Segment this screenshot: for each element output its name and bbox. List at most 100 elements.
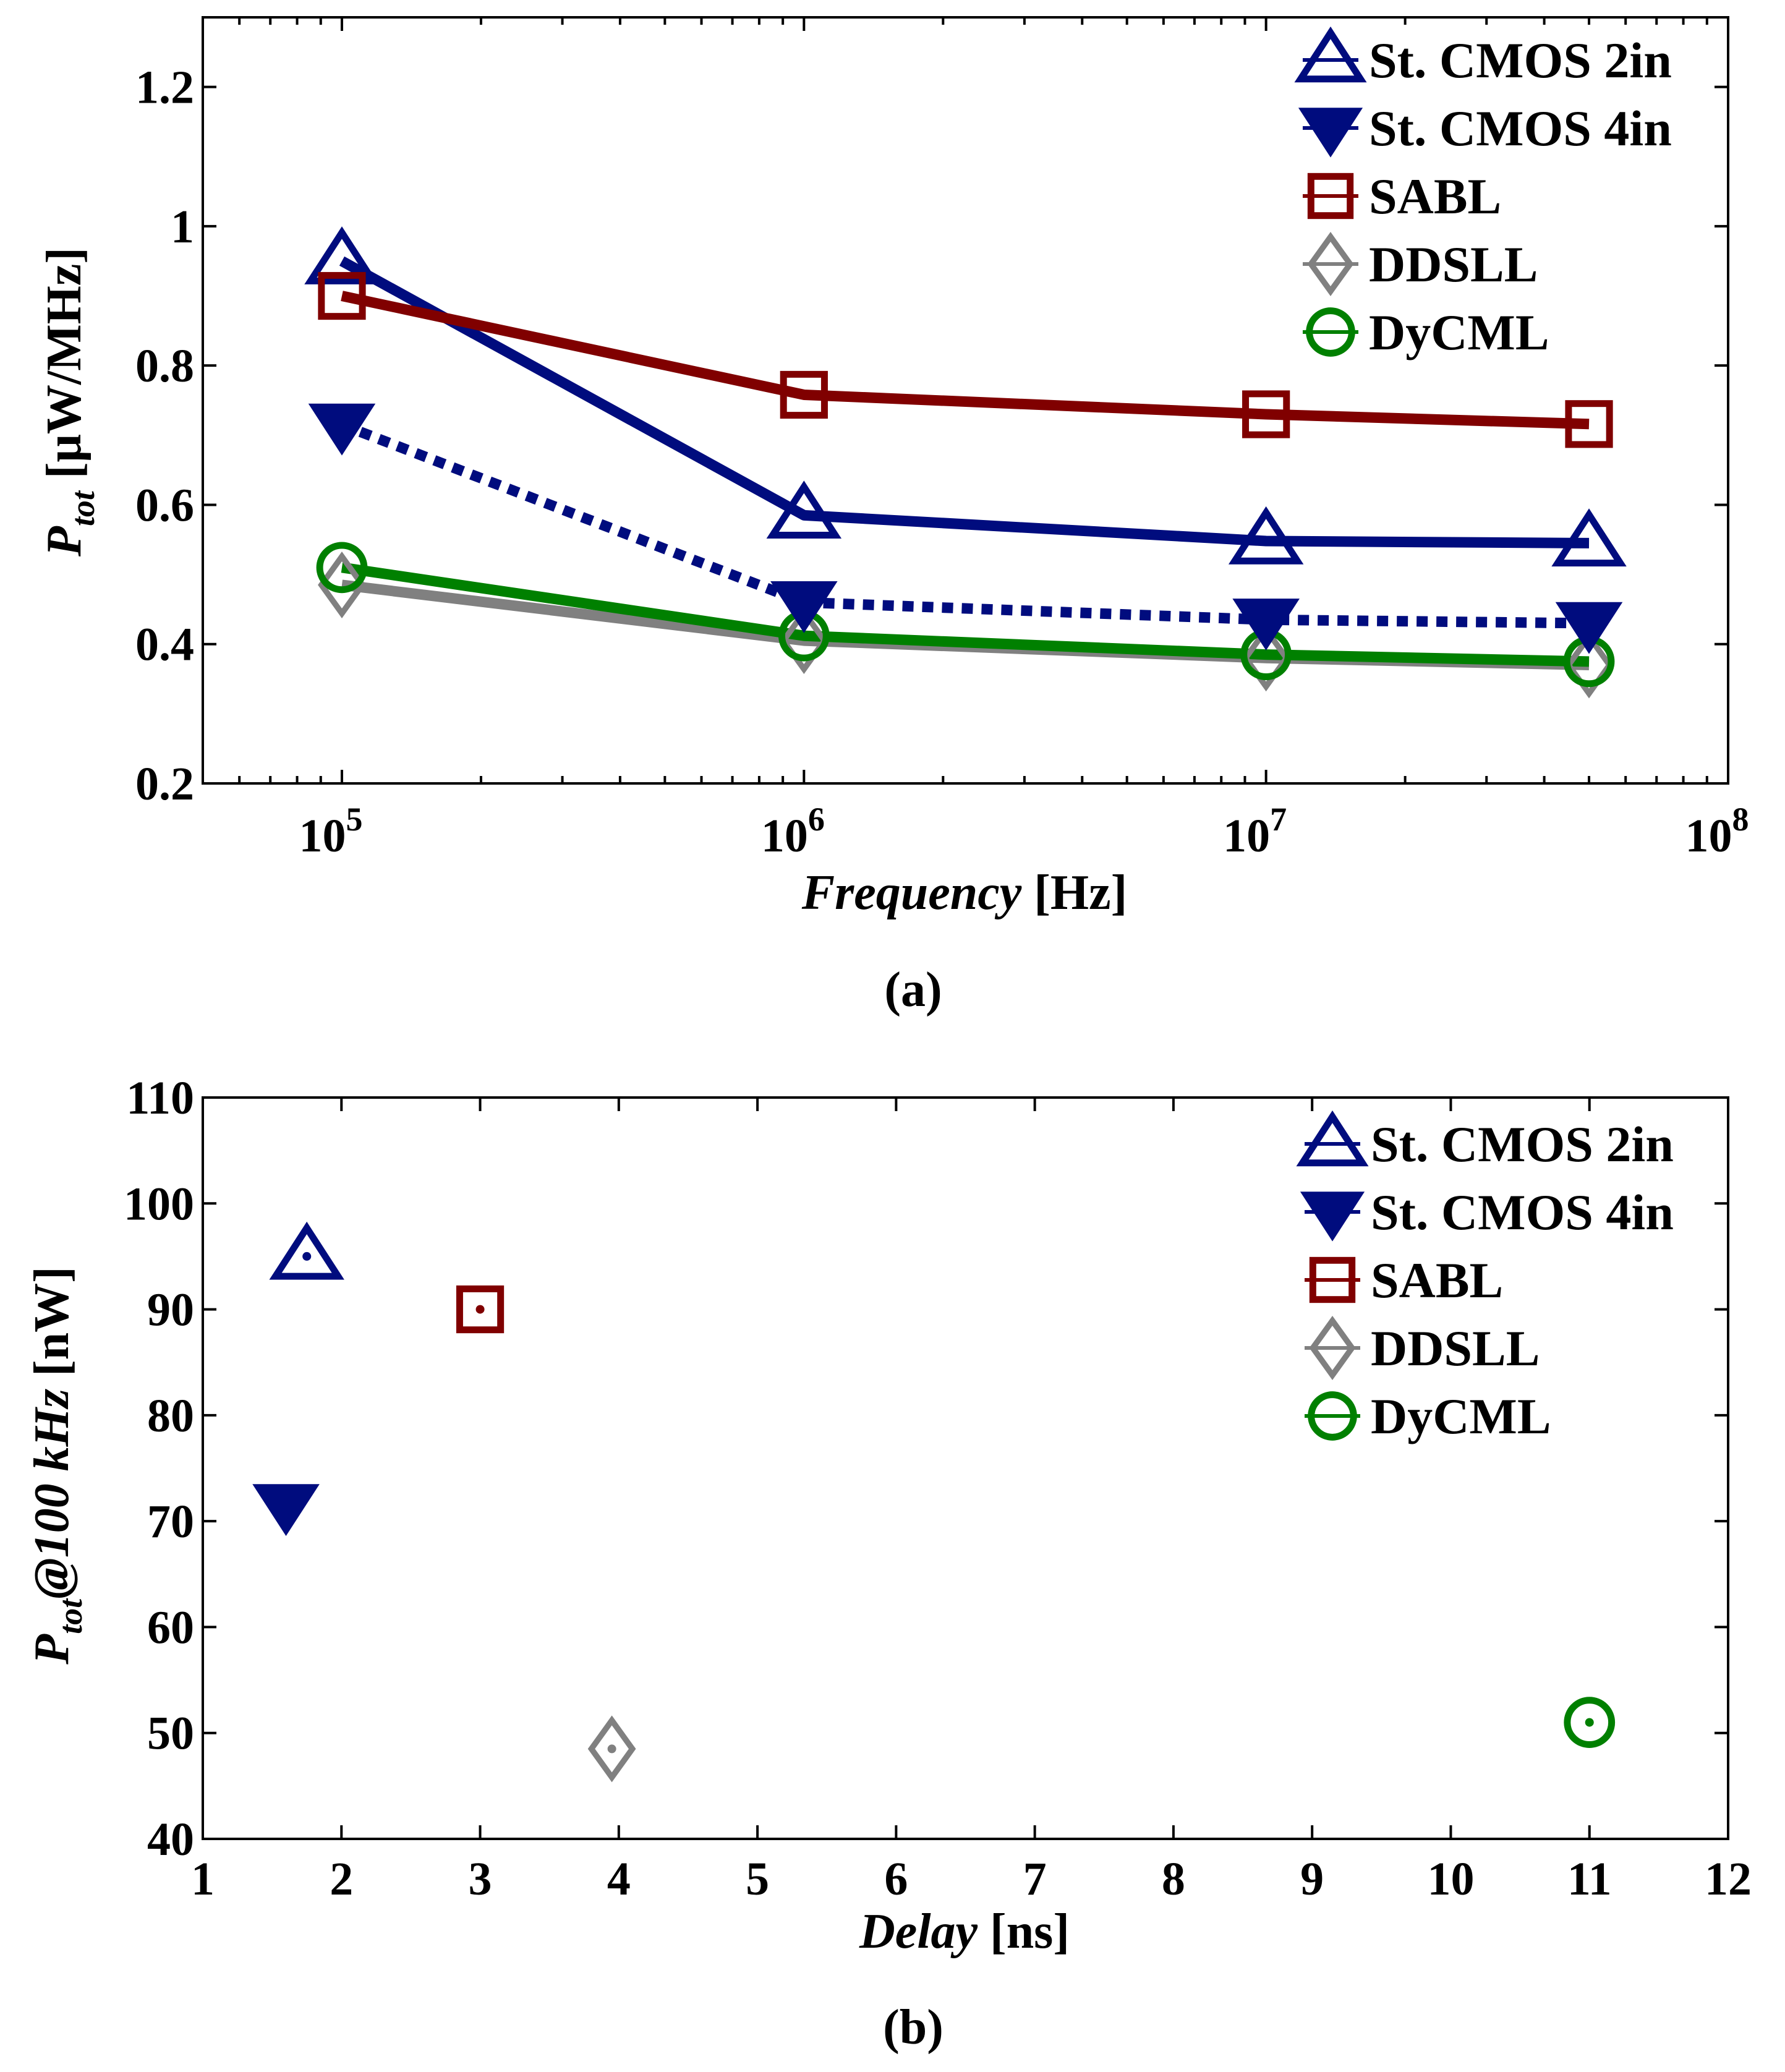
panel-a-point-sabl [318, 271, 366, 320]
panel-b-x-tick-label: 4 [607, 1853, 631, 1905]
legend-label-st-cmos-2in: St. CMOS 2in [1369, 32, 1672, 88]
legend-label-st-cmos-2in: St. CMOS 2in [1371, 1116, 1674, 1172]
panel-a-point-sabl [780, 370, 828, 419]
panel-a-point-st-cmos-2in [1228, 506, 1304, 565]
panel-a-legend-item-ddsll: DDSLL [1303, 231, 1538, 297]
panel-b-x-tick-label: 11 [1567, 1853, 1612, 1905]
panel-b-x-axis-label: Delay [ns] [859, 1904, 1070, 1959]
panel-b-y-tick-label: 100 [124, 1178, 194, 1230]
panel-b-y-tick-label: 80 [147, 1390, 194, 1442]
panel-b-y-tick-label: 40 [147, 1814, 194, 1865]
panel-a-legend-item-st-cmos-2in: St. CMOS 2in [1294, 26, 1672, 88]
panel-b-plot-area [202, 1096, 1729, 1840]
panel-b-legend-item-sabl: SABL [1305, 1252, 1503, 1308]
panel-b-point-dycml [1564, 1697, 1616, 1748]
panel-a-point-st-cmos-4in [1232, 599, 1300, 650]
panel-a-series-line-st-cmos-2in [339, 256, 1590, 548]
panel-b-x-tick-label: 5 [746, 1853, 769, 1905]
panel-a-legend-item-st-cmos-4in: St. CMOS 4in [1298, 100, 1672, 158]
panel-a-y-tick-label: 1.2 [135, 62, 194, 114]
panel-a-legend-item-dycml: DyCML [1303, 304, 1549, 360]
panel-b-legend-item-dycml: DyCML [1305, 1388, 1551, 1444]
legend-marker-sabl [1309, 1256, 1356, 1303]
panel-a-series-line-sabl [341, 291, 1590, 430]
panel-b-y-tick-label: 110 [126, 1072, 194, 1124]
panel-a-point-ddsll [1242, 625, 1290, 692]
panel-b-x-tick-label: 3 [469, 1853, 492, 1905]
panel-a-point-st-cmos-4in [1555, 602, 1623, 654]
legend-marker-st-cmos-2in [1296, 1110, 1369, 1167]
panel-b-caption: (b) [883, 2000, 944, 2055]
panel-a-x-tick-label: 106 [761, 801, 825, 862]
panel-a-point-ddsll [1565, 631, 1613, 699]
panel-a-x-tick-label: 105 [299, 801, 362, 862]
legend-label-st-cmos-4in: St. CMOS 4in [1371, 1184, 1674, 1240]
panel-a-y-tick-label: 0.2 [135, 758, 194, 810]
panel-a-point-st-cmos-4in [770, 581, 838, 633]
legend-label-dycml: DyCML [1371, 1388, 1551, 1444]
panel-b-x-tick-label: 9 [1300, 1853, 1324, 1905]
panel-b-point-st-cmos-4in [252, 1484, 320, 1537]
panel-a-point-st-cmos-2in [1551, 508, 1627, 567]
panel-b-y-tick-label: 70 [147, 1496, 194, 1548]
panel-b-point-st-cmos-2in [269, 1221, 344, 1280]
panel-b-legend: St. CMOS 2in St. CMOS 4in SABL DDSLL DyCML [1296, 1110, 1674, 1444]
panel-b-x-ticks: 1 2 3 4 5 6 7 8 9 10 11 12 [191, 1098, 1752, 1905]
legend-label-dycml: DyCML [1369, 304, 1549, 360]
legend-label-sabl: SABL [1369, 168, 1501, 224]
panel-a-point-st-cmos-2in [304, 226, 380, 284]
legend-marker-ddsll [1307, 231, 1354, 297]
panel-b-x-tick-label: 2 [330, 1853, 353, 1905]
panel-a-point-ddsll [780, 607, 829, 675]
panel-a-point-sabl [1242, 390, 1290, 438]
panel-b-legend-item-st-cmos-2in: St. CMOS 2in [1296, 1110, 1674, 1172]
panel-a-y-tick-label: 0.8 [135, 340, 194, 392]
legend-label-ddsll: DDSLL [1371, 1320, 1540, 1376]
panel-b-point-ddsll [587, 1715, 636, 1783]
panel-a-frequency-chart: 0.2 0.4 0.6 0.8 1 1.2 105 106 107 108 St. CMOS 2… [37, 16, 1749, 1017]
panel-b-x-tick-label: 7 [1023, 1853, 1047, 1905]
legend-label-st-cmos-4in: St. CMOS 4in [1369, 100, 1672, 156]
panel-a-caption: (a) [884, 963, 942, 1017]
panel-b-y-ticks: 40 50 60 70 80 90 100 110 [124, 1072, 1728, 1865]
legend-marker-st-cmos-4in [1300, 1192, 1365, 1242]
panel-a-series [304, 226, 1627, 699]
panel-a-point-sabl [1565, 400, 1613, 448]
panel-a-legend-item-sabl: SABL [1303, 168, 1501, 224]
panel-a-series-line-st-cmos-4in [339, 419, 1590, 629]
legend-label-sabl: SABL [1371, 1252, 1503, 1308]
panel-a-x-axis-label: Frequency [Hz] [801, 866, 1128, 920]
legend-marker-st-cmos-4in [1298, 108, 1363, 158]
panel-a-y-tick-label: 0.6 [135, 479, 194, 531]
panel-a-series-line-dycml [341, 562, 1590, 667]
legend-marker-sabl [1307, 173, 1354, 220]
legend-label-ddsll: DDSLL [1369, 236, 1538, 292]
panel-a-y-tick-label: 0.4 [135, 619, 194, 671]
panel-a-y-tick-label: 1 [171, 201, 194, 253]
panel-b-x-tick-label: 1 [191, 1853, 215, 1905]
panel-b-x-tick-label: 8 [1162, 1853, 1185, 1905]
panel-a-y-axis-label: Ptot [μW/MHz] [37, 247, 101, 557]
panel-a-plot-area [202, 16, 1729, 785]
panel-b-x-tick-label: 10 [1427, 1853, 1474, 1905]
legend-marker-ddsll [1309, 1315, 1356, 1381]
panel-b-y-tick-label: 60 [147, 1601, 194, 1653]
panel-b-legend-item-st-cmos-4in: St. CMOS 4in [1300, 1184, 1674, 1242]
panel-b-x-tick-label: 6 [884, 1853, 908, 1905]
legend-marker-dycml [1308, 1391, 1357, 1441]
panel-b-legend-item-ddsll: DDSLL [1305, 1315, 1540, 1381]
panel-a-point-dycml [316, 542, 368, 594]
panel-b-series [252, 1221, 1616, 1783]
panel-b-y-tick-label: 90 [147, 1284, 194, 1336]
panel-b-y-axis-label: Ptot@100 kHz [nW] [25, 1266, 89, 1665]
panel-a-x-tick-label: 108 [1685, 801, 1749, 862]
panel-b-point-sabl [456, 1285, 505, 1334]
panel-a-y-ticks: 0.2 0.4 0.6 0.8 1 1.2 [135, 62, 1728, 810]
legend-marker-dycml [1306, 307, 1355, 357]
panel-b-y-tick-label: 50 [147, 1708, 194, 1760]
panel-a-x-ticks: 105 106 107 108 [202, 17, 1749, 862]
panel-b-x-tick-label: 12 [1705, 1853, 1752, 1905]
panel-a-point-st-cmos-2in [766, 480, 842, 539]
panel-a-point-st-cmos-4in [308, 403, 376, 456]
